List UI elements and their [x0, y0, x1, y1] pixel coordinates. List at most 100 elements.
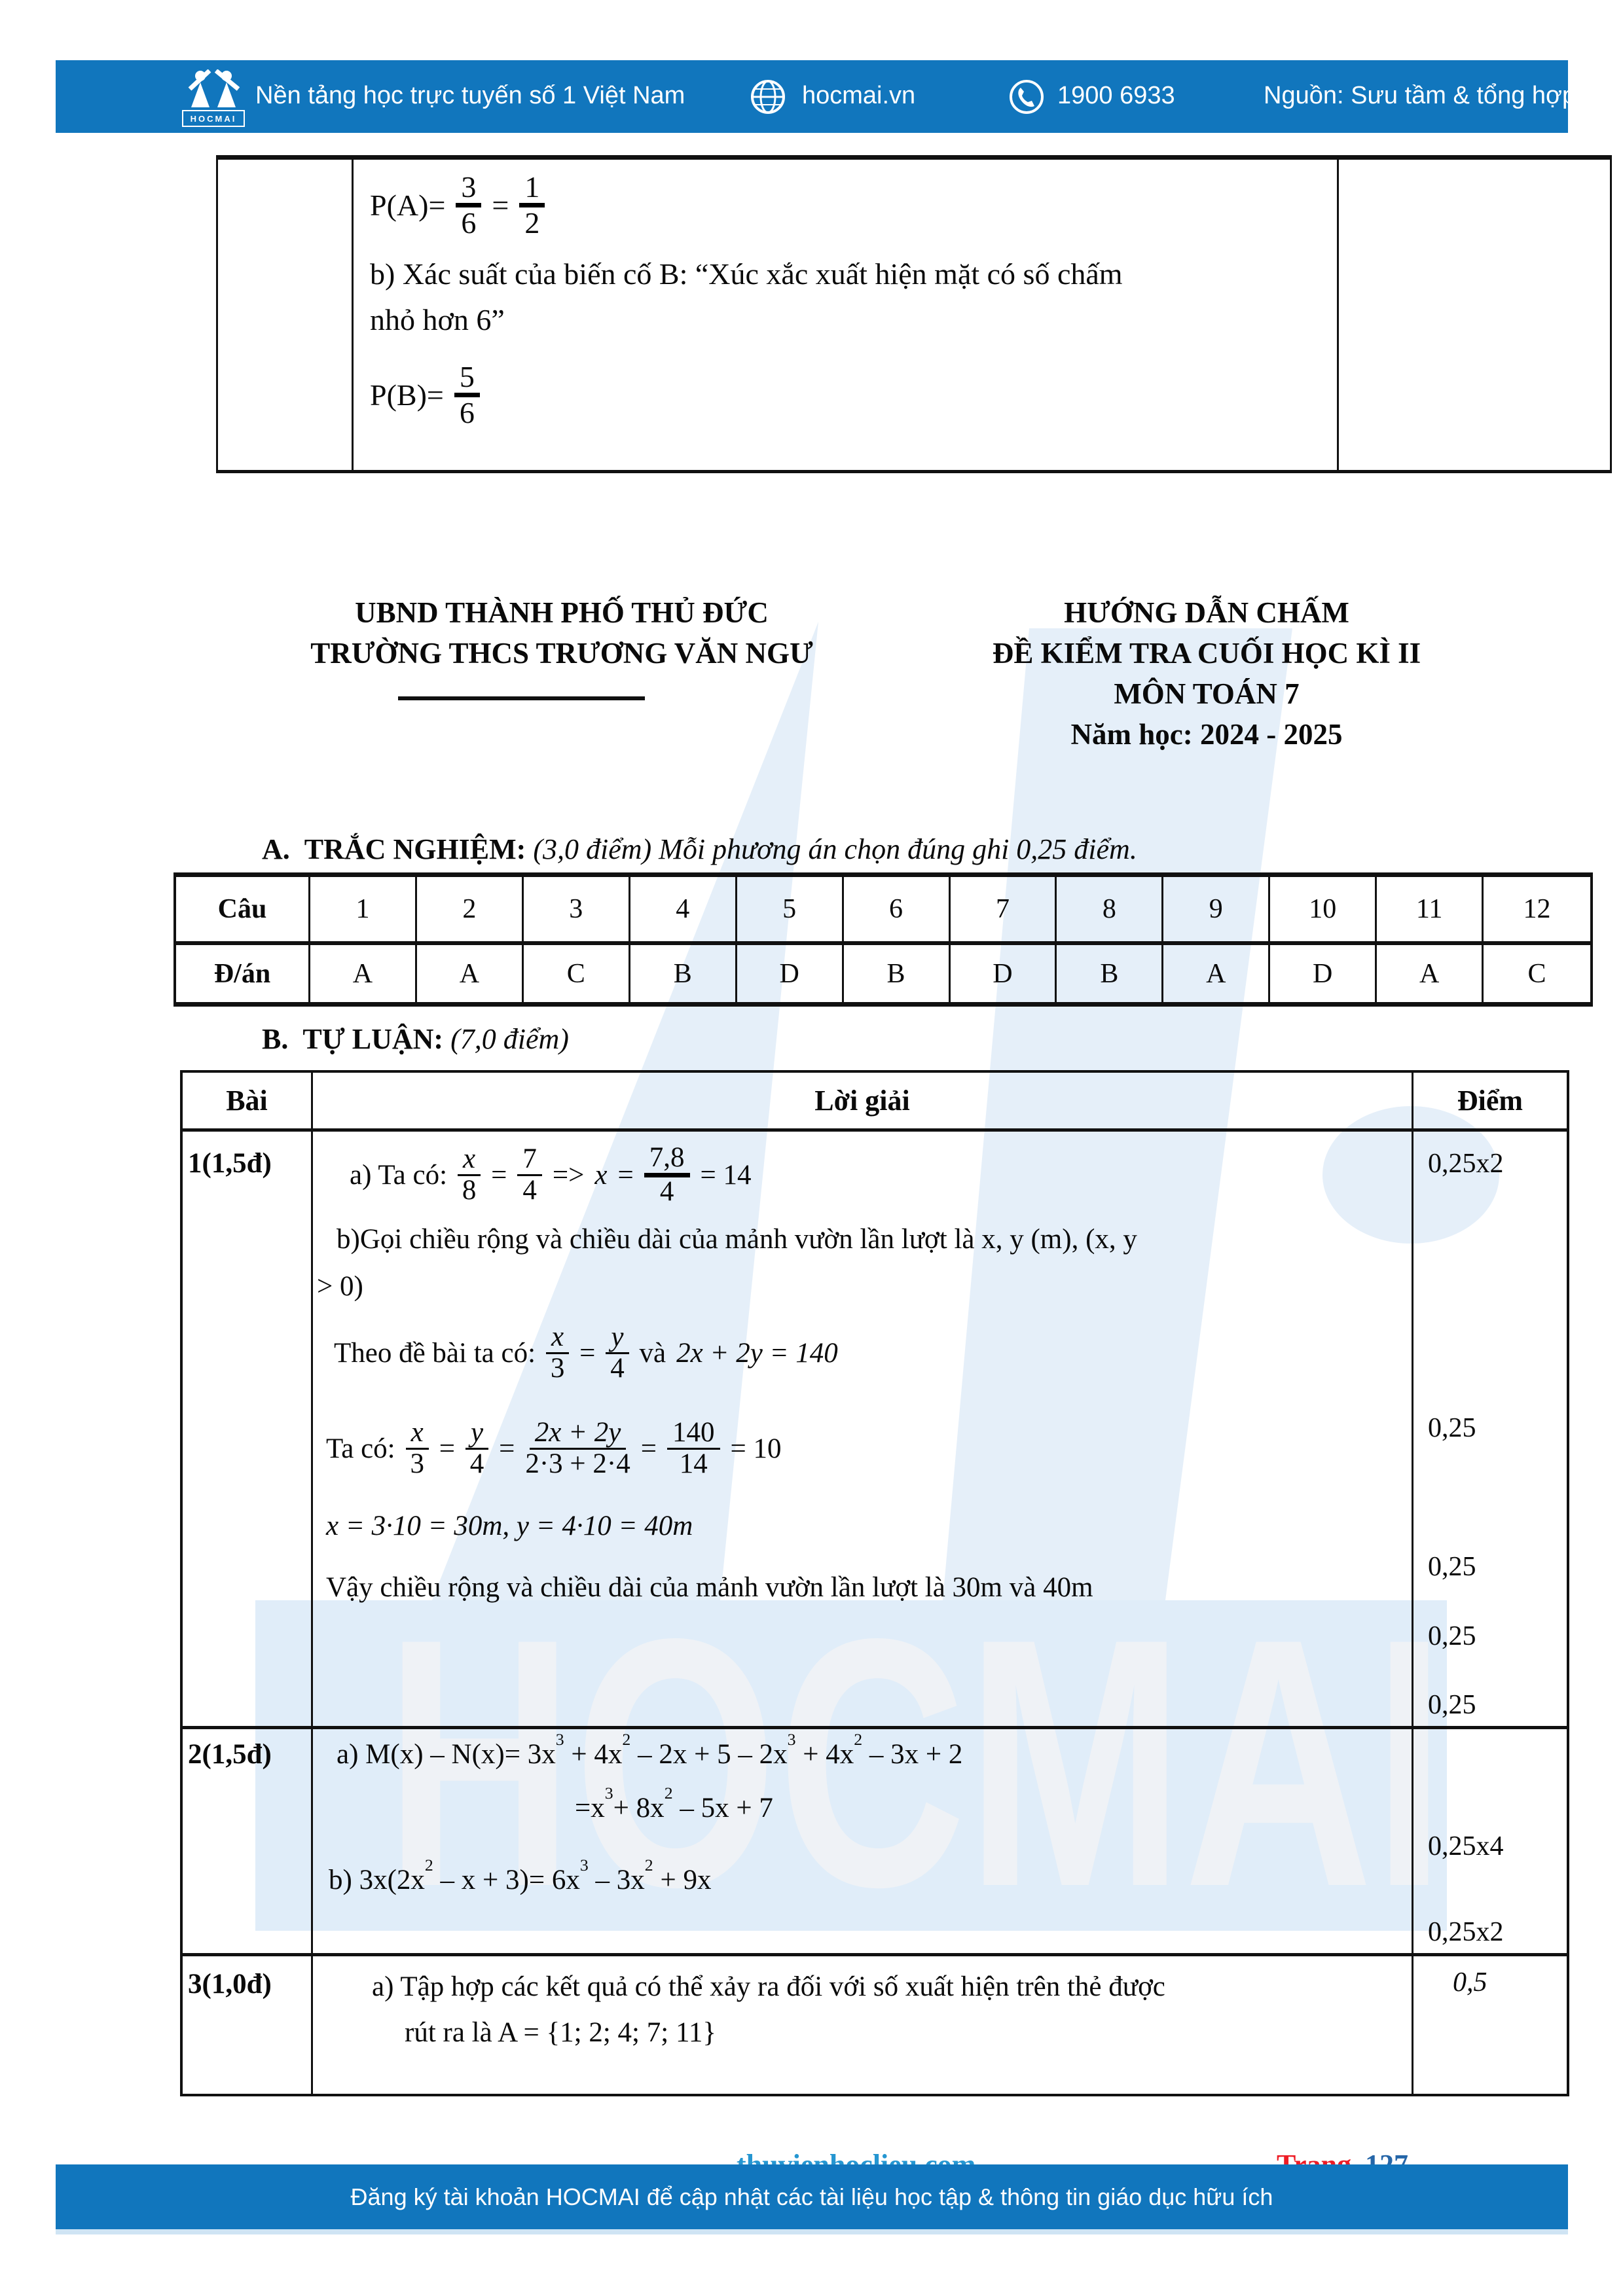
phone-icon [1010, 80, 1044, 114]
bai1-id-cell: 1(1,5đ) [183, 1132, 313, 1729]
table-vline [352, 160, 354, 470]
event-b-line1: b) Xác suất của biến cố B: “Xúc xắc xuất… [370, 257, 1123, 291]
equals-sign: = [492, 188, 509, 222]
table-vline [1337, 160, 1339, 470]
bai3-line1: a) Tập hợp các kết quả có thể xảy ra đối… [372, 1971, 1165, 2002]
exam-title-2: ĐỀ KIỂM TRA CUỐI HỌC KÌ II [992, 637, 1421, 670]
section-b-title: TỰ LUẬN: [302, 1023, 444, 1055]
globe-icon [751, 80, 785, 114]
page-number: 127 [1365, 2149, 1408, 2165]
bai2-id: 2(1,5đ) [188, 1739, 272, 1770]
bai1-a-prefix: a) Ta có: [350, 1159, 448, 1191]
source-url: thuvienhoclieu.com [737, 2149, 976, 2165]
pb-label: P(B)= [370, 378, 444, 412]
header-site: hocmai.vn [802, 82, 916, 109]
hocmai-logo-label: HOCMAI [182, 110, 245, 127]
point-badge: 0,25x2 [1428, 1917, 1504, 1947]
bai1-id: 1(1,5đ) [188, 1148, 272, 1179]
mcq-number: 1 [310, 877, 417, 945]
bai3-solution-cell: a) Tập hợp các kết quả có thể xảy ra đối… [313, 1956, 1413, 2094]
bai1-conclusion: Vậy chiều rộng và chiều dài của mảnh vườ… [326, 1572, 1093, 1603]
bai2-line-result: =x3+ 8x2 – 5x + 7 [575, 1783, 773, 1823]
exam-year: Năm học: 2024 - 2025 [1070, 718, 1343, 751]
col-header-diem: Điểm [1413, 1073, 1567, 1132]
mcq-answer: B [630, 945, 737, 1002]
section-a-title: TRẮC NGHIỆM: [304, 833, 526, 865]
footer-light-strip [56, 2229, 1568, 2234]
mcq-answer: C [524, 945, 630, 1002]
mcq-number: 8 [1057, 877, 1164, 945]
header-phone: 1900 6933 [1057, 82, 1175, 109]
point-badge: 0,25 [1428, 1621, 1476, 1651]
bai1-b-line1: b)Gọi chiều rộng và chiều dài của mảnh v… [337, 1224, 1137, 1255]
fraction-denominator: 6 [459, 395, 475, 429]
mcq-number: 6 [843, 877, 951, 945]
section-b-label: B. [262, 1023, 289, 1055]
mcq-number: 3 [523, 877, 630, 945]
mcq-row-label: Câu [176, 877, 310, 945]
page-label: Trang [1277, 2149, 1352, 2165]
top-header-bar: HOCMAI Nền tảng học trực tuyến số 1 Việt… [56, 60, 1576, 133]
mcq-number: 10 [1270, 877, 1377, 945]
mcq-number: 5 [737, 877, 844, 945]
mcq-answer: D [951, 945, 1057, 1002]
point-badge: 0,5 [1453, 1967, 1487, 1998]
exam-title-1: HƯỚNG DẪN CHẤM [1064, 596, 1349, 629]
bai2-solution-cell: a) M(x) – N(x)= 3x3 + 4x2 – 2x + 5 – 2x3… [313, 1729, 1413, 1956]
point-badge: 0,25 [1428, 1690, 1476, 1720]
mcq-number: 11 [1377, 877, 1484, 945]
fraction-numerator: 1 [519, 171, 545, 207]
mcq-answer: B [1057, 945, 1164, 1002]
fraction-denominator: 6 [461, 206, 477, 240]
exam-subject: MÔN TOÁN 7 [1114, 677, 1300, 710]
mcq-answer: A [310, 945, 417, 1002]
bai1-points-cell: 0,25x2 0,25 0,25 0,25 0,25 [1413, 1132, 1567, 1729]
mcq-number: 2 [416, 877, 524, 945]
school-name: TRƯỜNG THCS TRƯƠNG VĂN NGƯ [310, 637, 813, 670]
school-left-block: UBND THÀNH PHỐ THỦ ĐỨC TRƯỜNG THCS TRƯƠN… [267, 592, 856, 673]
mcq-answer-table: Câu 1 2 3 4 5 6 7 8 9 10 11 12 Đ/án A A … [173, 872, 1593, 1007]
section-a-note: (3,0 điểm) Mỗi phương án chọn đúng ghi 0… [533, 833, 1137, 865]
col-header-loigiai: Lời giải [313, 1073, 1413, 1132]
mcq-answer: A [1163, 945, 1271, 1002]
bai1-b-line2: > 0) [317, 1271, 363, 1302]
section-b-note: (7,0 điểm) [450, 1023, 569, 1055]
fraction-numerator: 3 [456, 171, 482, 207]
header-tagline: Nền tảng học trực tuyến số 1 Việt Nam [255, 82, 685, 109]
section-a-label: A. [262, 833, 290, 865]
mcq-answer: C [1527, 958, 1546, 989]
hocmai-logo-icon [188, 69, 240, 107]
mcq-answer-label: Đ/án [176, 945, 310, 1002]
bai2-line-a: a) M(x) – N(x)= 3x3 + 4x2 – 2x + 5 – 2x3… [337, 1729, 963, 1770]
point-badge: 0,25 [1428, 1413, 1476, 1443]
bai1-linear-eq: 2x + 2y = 140 [676, 1337, 838, 1369]
mcq-answer: A [417, 945, 524, 1002]
section-a-heading: A. TRẮC NGHIỆM: (3,0 điểm) Mỗi phương án… [262, 833, 1137, 866]
footer-text: Đăng ký tài khoản HOCMAI để cập nhật các… [350, 2183, 1273, 2210]
bai1-taco-prefix: Ta có: [326, 1433, 395, 1464]
point-badge: 0,25x2 [1428, 1149, 1504, 1179]
mcq-answer: D [1270, 945, 1377, 1002]
bai3-points-cell: 0,5 [1413, 1956, 1567, 2094]
mcq-number: 7 [950, 877, 1057, 945]
mcq-answer: A [1377, 945, 1484, 1002]
section-b-heading: B. TỰ LUẬN: (7,0 điểm) [262, 1022, 569, 1056]
point-badge: 0,25x4 [1428, 1831, 1504, 1861]
mcq-number: 12 [1484, 877, 1590, 945]
bai1-xy-line: x = 3·10 = 30m, y = 4·10 = 40m [326, 1511, 693, 1541]
pa-label: P(A)= [370, 188, 446, 222]
bai2-id-cell: 2(1,5đ) [183, 1729, 313, 1956]
footer-bar: Đăng ký tài khoản HOCMAI để cập nhật các… [56, 2164, 1568, 2229]
school-underline [398, 696, 645, 700]
fraction-denominator: 2 [524, 206, 540, 240]
col-header-bai: Bài [183, 1073, 313, 1132]
